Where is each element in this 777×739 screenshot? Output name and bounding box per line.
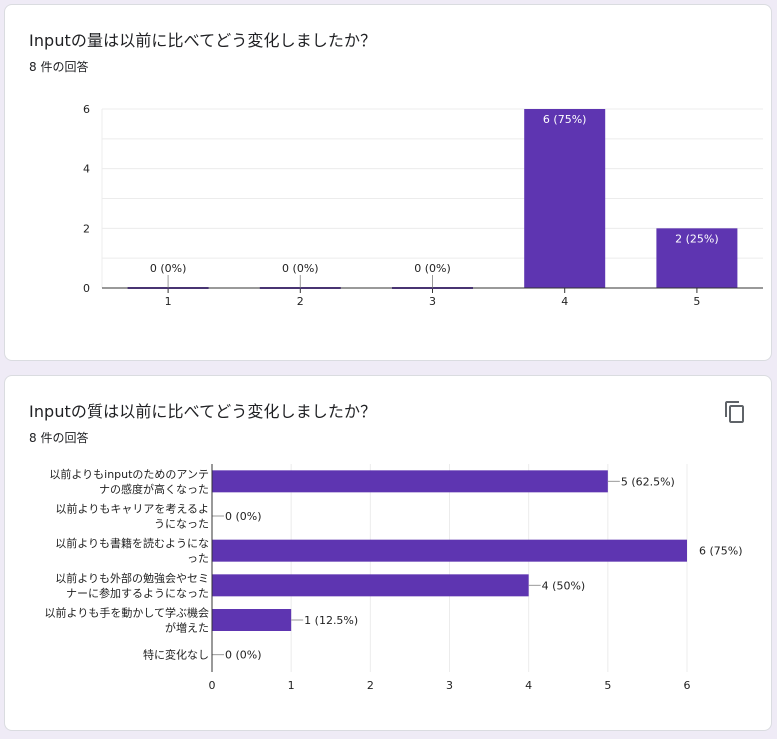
bar [212,470,608,493]
category-label: 以前よりもinputのためのアンテ [49,467,209,481]
bar [656,228,738,288]
x-tick-label: 0 [209,679,216,692]
x-tick-label: 5 [693,295,700,308]
x-tick-label: 1 [288,679,295,692]
category-label: ナーに参加するようになった [66,586,209,600]
bar-data-label: 0 (0%) [282,262,319,275]
x-tick-label: 2 [297,295,304,308]
bar-data-label: 1 (12.5%) [304,614,358,627]
response-count: 8 件の回答 [29,431,89,445]
bar-data-label: 4 (50%) [542,579,586,592]
bar-data-label: 2 (25%) [675,232,719,245]
category-label: 以前よりもキャリアを考えるよ [56,502,209,516]
bar-data-label: 0 (0%) [225,649,262,662]
x-tick-label: 1 [165,295,172,308]
category-label: 特に変化なし [143,648,209,662]
question-card-quality: Inputの質は以前に比べてどう変化しましたか？ 8 件の回答 0 1 2 3 4 5 6 以… [4,375,772,731]
question-title: Inputの量は以前に比べてどう変化しましたか？ [29,31,377,50]
copy-icon [725,401,744,423]
bar-data-label: 6 (75%) [543,113,587,126]
bar [524,109,606,288]
x-tick-label: 3 [429,295,436,308]
bar-data-label: 0 (0%) [225,510,262,523]
category-label: 以前よりも外部の勉強会やセミ [55,571,209,585]
x-tick-label: 4 [525,679,532,692]
bar-data-label: 0 (0%) [414,262,451,275]
bar [212,539,687,562]
bar-data-label: 0 (0%) [150,262,187,275]
bar-data-label: 5 (62.5%) [621,475,675,488]
bar-data-label: 6 (75%) [699,545,743,558]
category-label: った [187,552,209,565]
bar [212,609,292,631]
response-count: 8 件の回答 [29,60,89,74]
question-title: Inputの質は以前に比べてどう変化しましたか？ [29,402,377,421]
question-card-quantity: Inputの量は以前に比べてどう変化しましたか？ 8 件の回答 0 2 4 6 0 (0… [4,4,772,361]
x-tick-label: 5 [604,679,611,692]
category-label: が増えた [165,621,209,635]
y-tick-label: 4 [83,163,90,176]
x-tick-label: 4 [561,295,568,308]
copy-chart-button[interactable] [723,400,747,424]
y-tick-label: 0 [83,282,90,295]
x-tick-label: 3 [446,679,453,692]
category-label: 以前よりも書籍を読むようにな [55,536,209,550]
category-label: ナの感度が高くなった [99,482,209,496]
y-tick-label: 2 [83,222,90,235]
category-label: 以前よりも手を動かして学ぶ機会 [45,606,209,620]
x-tick-label: 2 [367,679,374,692]
category-label: うになった [154,518,209,531]
y-tick-label: 6 [83,103,90,116]
bar [212,574,529,597]
x-tick-label: 6 [684,679,691,692]
bar-chart-quantity: 0 2 4 6 0 (0%) 1 0 (0%) 2 0 (0%) 3 6 (75%) 4 2 (25%)… [83,103,763,308]
